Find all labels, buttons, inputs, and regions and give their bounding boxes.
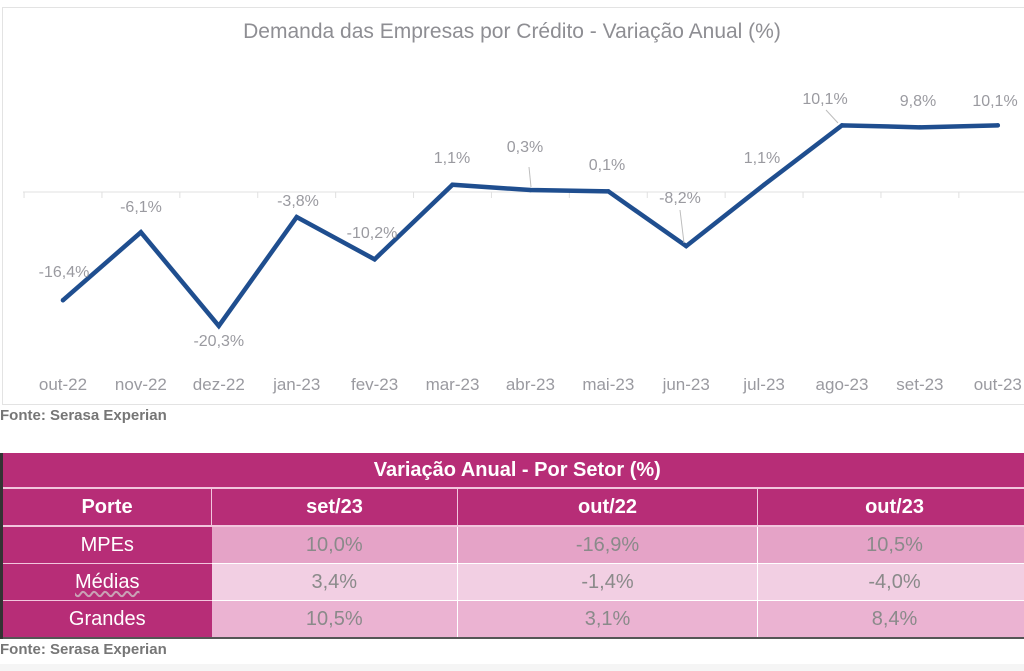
x-tick-label: out-23 <box>974 375 1022 394</box>
x-tick-label: ago-23 <box>816 375 869 394</box>
data-label-leader <box>679 209 685 244</box>
data-point <box>138 230 144 235</box>
x-tick-label: jul-23 <box>742 375 785 394</box>
data-point <box>60 298 66 303</box>
table-row: Grandes 10,5% 3,1% 8,4% <box>1 600 1024 639</box>
data-label: 10,1% <box>972 93 1017 110</box>
data-point <box>761 182 767 187</box>
table-row: Médias 3,4% -1,4% -4,0% <box>1 563 1024 601</box>
data-label: 1,1% <box>434 150 470 167</box>
data-point <box>839 123 845 128</box>
column-header: set/23 <box>211 488 458 527</box>
data-point <box>606 189 611 194</box>
table-cell: -16,9% <box>457 526 758 564</box>
sector-table: Variação Anual - Por Setor (%) Porte set… <box>0 453 1024 639</box>
x-tick-label: mar-23 <box>426 375 480 394</box>
column-header: Porte <box>1 488 212 527</box>
table-cell: 3,1% <box>457 600 758 639</box>
line-chart: out-22 nov-22 dez-22 jan-23 fev-23 mar-23 abr-… <box>23 91 1024 394</box>
table-cell: -1,4% <box>457 563 758 601</box>
data-label: -20,3% <box>193 333 244 350</box>
table-row: MPEs 10,0% -16,9% 10,5% <box>1 526 1024 564</box>
x-tick-label: jun-23 <box>662 375 710 394</box>
data-point <box>372 257 377 262</box>
data-label: -8,2% <box>659 190 701 207</box>
chart-source: Fonte: Serasa Experian <box>0 407 167 424</box>
column-header: out/22 <box>457 488 758 527</box>
chart-container <box>2 7 1024 405</box>
table-header-row: Porte set/23 out/22 out/23 <box>1 488 1024 527</box>
x-tick-label: out-22 <box>39 375 87 394</box>
table-cell: 10,5% <box>757 526 1024 564</box>
x-tick-label: nov-22 <box>115 375 167 394</box>
table-cell: 3,4% <box>211 563 458 601</box>
data-label: 9,8% <box>900 93 936 110</box>
data-label-leader <box>825 109 839 124</box>
x-tick-label: abr-23 <box>506 375 555 394</box>
data-label: 0,3% <box>507 139 543 156</box>
table-cell: -4,0% <box>757 563 1024 601</box>
data-point <box>450 182 455 187</box>
data-point <box>684 243 689 249</box>
x-tick-label: mai-23 <box>582 375 634 394</box>
column-header: out/23 <box>757 488 1024 527</box>
data-point <box>528 187 533 193</box>
data-label: -3,8% <box>277 193 319 210</box>
table-cell: 10,0% <box>211 526 458 564</box>
x-tick-label: jan-23 <box>272 375 320 394</box>
data-label: -6,1% <box>120 199 162 216</box>
data-label: 1,1% <box>744 150 780 167</box>
data-label: -16,4% <box>39 264 90 281</box>
row-label: Grandes <box>1 600 212 639</box>
row-label-text: Médias <box>75 570 140 593</box>
data-point <box>995 123 1000 128</box>
data-label: -10,2% <box>347 225 398 242</box>
table-title: Variação Anual - Por Setor (%) <box>1 453 1024 489</box>
chart-title: Demanda das Empresas por Crédito - Varia… <box>243 20 781 43</box>
data-point <box>294 214 299 220</box>
data-label: 10,1% <box>802 91 847 108</box>
table-source: Fonte: Serasa Experian <box>0 641 167 658</box>
data-point <box>216 323 221 329</box>
row-label: Médias <box>1 563 212 601</box>
row-label: MPEs <box>1 526 212 564</box>
data-label: 0,1% <box>589 157 625 174</box>
table-cell: 10,5% <box>211 600 458 639</box>
data-point <box>917 125 923 130</box>
x-tick-label: fev-23 <box>351 375 398 394</box>
x-tick-label: dez-22 <box>193 375 245 394</box>
data-label-leader <box>528 166 532 188</box>
table-cell: 8,4% <box>757 600 1024 639</box>
x-tick-label: set-23 <box>896 375 943 394</box>
sector-table-container: Variação Anual - Por Setor (%) Porte set… <box>0 453 1024 639</box>
bottom-strip <box>0 664 1024 671</box>
